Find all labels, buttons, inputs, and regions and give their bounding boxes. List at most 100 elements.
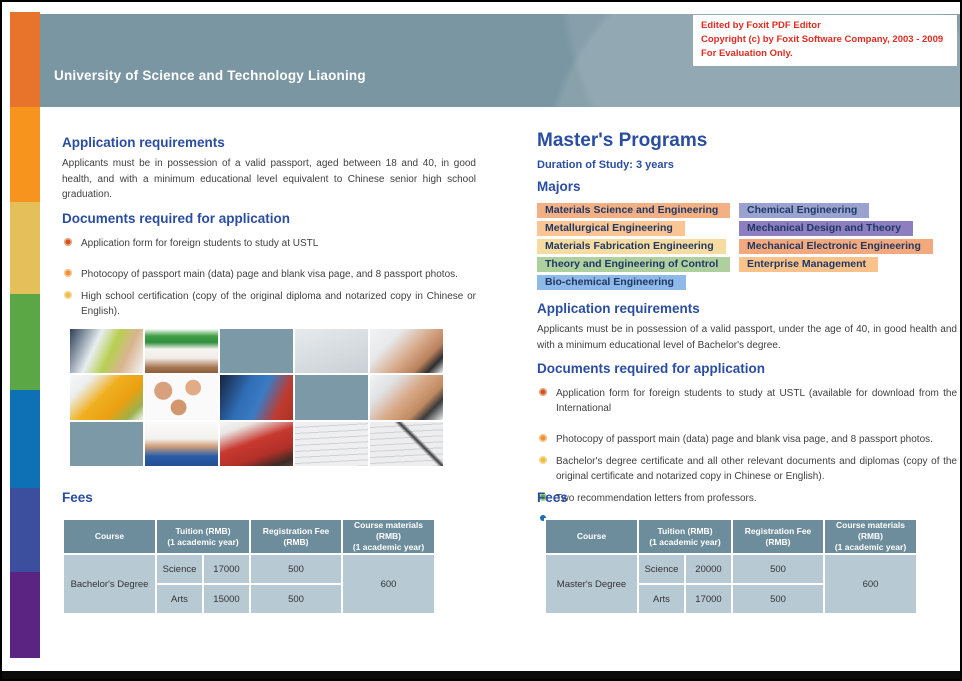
right-application-requirements-heading: Application requirements — [537, 301, 700, 316]
bullet-icon — [64, 290, 72, 299]
list-item: Application form for foreign students to… — [62, 236, 476, 251]
list-item: Photocopy of passport main (data) page a… — [537, 432, 957, 447]
photo-tile — [145, 421, 218, 466]
right-documents-heading: Documents required for application — [537, 361, 766, 376]
bottom-black-bar — [2, 671, 960, 679]
header-line: Tuition (RMB) — [657, 525, 713, 536]
bullet-icon — [539, 434, 547, 442]
photo-tile — [370, 329, 443, 374]
left-fees-heading: Fees — [62, 490, 93, 505]
bachelor-fees-table: Course Tuition (RMB) (1 academic year) R… — [62, 517, 436, 616]
list-item — [537, 513, 957, 521]
masters-fees-section: Fees Course Tuition (RMB) (1 academic ye… — [537, 490, 957, 616]
majors-list: Materials Science and Engineering Metall… — [537, 203, 957, 293]
list-item: Bachelor's degree certificate and all ot… — [537, 454, 957, 484]
table-row: Master's Degree Science 20000 500 600 — [544, 553, 918, 616]
registration-cell: 500 — [731, 553, 825, 586]
table-header-row: Course Tuition (RMB) (1 academic year) R… — [62, 517, 436, 556]
materials-cell: 600 — [823, 553, 918, 616]
photo-tile — [70, 329, 143, 374]
track-cell: Science — [637, 553, 686, 586]
watermark-line: Edited by Foxit PDF Editor — [701, 20, 821, 31]
bullet-text: Bachelor's degree certificate and all ot… — [556, 456, 957, 482]
col-header-course: Course — [62, 517, 157, 556]
list-item: Two recommendation letters from professo… — [537, 491, 957, 506]
tuition-cell: 17000 — [202, 553, 251, 586]
watermark-line: Copyright (c) by Foxit Software Company,… — [701, 33, 944, 45]
watermark-line: For Evaluation Only. — [701, 47, 793, 59]
photo-tile — [70, 375, 143, 420]
col-header-materials: Course materials (RMB) (1 academic year) — [823, 517, 918, 556]
right-fees-heading: Fees — [537, 490, 568, 505]
bullet-text: Photocopy of passport main (data) page a… — [81, 268, 458, 280]
left-application-requirements-heading: Application requirements — [62, 135, 225, 150]
photo-tile — [370, 421, 443, 466]
tuition-cell: 17000 — [684, 583, 733, 616]
registration-cell: 500 — [249, 583, 343, 616]
header-line: Course materials (RMB) — [354, 520, 423, 542]
right-application-requirements-text: Applicants must be in possession of a va… — [537, 324, 957, 351]
major-pill: Metallurgical Engineering — [537, 221, 685, 236]
duration-of-study: Duration of Study: 3 years — [537, 159, 674, 171]
stripe-indigo — [10, 488, 40, 572]
stripe-yellow — [10, 202, 40, 294]
bullet-text: High school certification (copy of the o… — [81, 290, 476, 317]
header-line: Course materials (RMB) — [836, 520, 905, 542]
student-photo-collage — [70, 329, 443, 466]
major-pill: Materials Science and Engineering — [537, 203, 731, 218]
photo-tile — [220, 375, 293, 420]
left-documents-heading: Documents required for application — [62, 210, 291, 226]
major-pill: Chemical Engineering — [739, 203, 870, 218]
materials-cell: 600 — [341, 553, 436, 616]
bachelor-column: Application requirements Applicants must… — [62, 127, 476, 326]
photo-tile — [145, 375, 218, 420]
bullet-text: Two recommendation letters from professo… — [556, 493, 757, 504]
table-header-row: Course Tuition (RMB) (1 academic year) R… — [544, 517, 918, 556]
bullet-icon — [64, 237, 72, 246]
sidebar-color-stripes — [10, 12, 40, 658]
photo-tile — [220, 421, 293, 466]
bullet-icon — [540, 515, 546, 521]
bullet-text: Application form for foreign students to… — [81, 237, 319, 249]
university-title: University of Science and Technology Lia… — [54, 68, 366, 83]
bullet-text: Application form for foreign students to… — [556, 388, 957, 414]
solid-tile — [70, 421, 143, 466]
col-header-registration: Registration Fee (RMB) — [731, 517, 825, 556]
foxit-watermark: Edited by Foxit PDF Editor Copyright (c)… — [693, 15, 957, 67]
registration-cell: 500 — [731, 583, 825, 616]
stripe-orange-red — [10, 12, 40, 107]
course-cell: Master's Degree — [544, 553, 639, 616]
col-header-registration: Registration Fee (RMB) — [249, 517, 343, 556]
col-header-course: Course — [544, 517, 639, 556]
major-pill: Enterprise Management — [739, 257, 879, 272]
photo-tile — [145, 329, 218, 374]
header-line: (1 academic year) — [649, 536, 721, 547]
masters-programs-title: Master's Programs — [537, 130, 708, 151]
table-row: Bachelor's Degree Science 17000 500 600 — [62, 553, 436, 616]
bullet-icon — [64, 268, 72, 277]
stripe-green — [10, 294, 40, 390]
major-pill: Mechanical Electronic Engineering — [739, 239, 933, 254]
header-line: Tuition (RMB) — [175, 525, 231, 536]
solid-tile — [295, 375, 368, 420]
majors-left-column: Materials Science and Engineering Metall… — [537, 203, 739, 293]
header-line: (1 academic year) — [167, 536, 239, 547]
track-cell: Arts — [155, 583, 204, 616]
bullet-icon — [539, 493, 547, 501]
header-line: (1 academic year) — [352, 542, 425, 553]
bullet-icon — [539, 388, 547, 396]
photo-tile — [295, 329, 368, 374]
track-cell: Arts — [637, 583, 686, 616]
bullet-text: Photocopy of passport main (data) page a… — [556, 434, 933, 445]
solid-tile — [220, 329, 293, 374]
photo-tile — [295, 421, 368, 466]
left-documents-list: Application form for foreign students to… — [62, 236, 476, 319]
bullet-icon — [539, 456, 547, 464]
course-cell: Bachelor's Degree — [62, 553, 157, 616]
stripe-blue — [10, 390, 40, 488]
tuition-cell: 20000 — [684, 553, 733, 586]
table-row: Arts 15000 500 — [63, 583, 435, 616]
major-pill: Materials Fabrication Engineering — [537, 239, 726, 254]
stripe-purple — [10, 572, 40, 658]
